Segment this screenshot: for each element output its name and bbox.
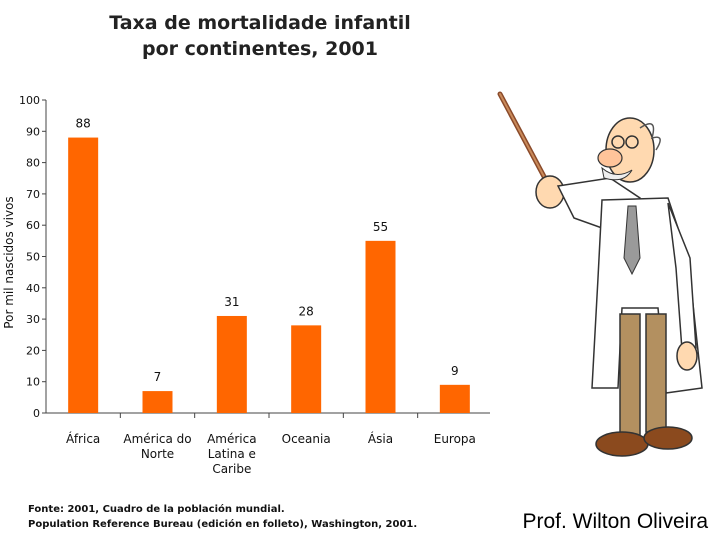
data-label: 88 [76,117,91,131]
y-tick-label: 70 [26,188,40,201]
y-tick-label: 20 [26,344,40,357]
y-tick-label: 90 [26,125,40,138]
source-line2: Population Reference Bureau (edición en … [28,519,418,530]
category-label: Latina e [208,447,256,461]
shoe-right [643,426,693,450]
hand [535,175,565,209]
bar [365,240,396,413]
y-tick-label: 80 [26,157,40,170]
y-axis-label: Por mil nascidos vivos [2,196,16,328]
category-label: Europa [434,432,476,446]
y-tick-label: 100 [19,94,40,107]
bar [439,384,470,413]
category-label: América [207,432,257,446]
data-label: 7 [154,370,162,384]
y-tick-label: 10 [26,376,40,389]
bar [142,391,173,413]
data-label: 9 [451,364,459,378]
bar [216,315,247,413]
chart-title-line2: por continentes, 2001 [141,38,378,60]
data-label: 28 [299,304,314,318]
bar-chart: 0 10 20 30 40 50 60 70 80 90 100 Por mil nascidos v… [2,94,490,476]
chart-title: Taxa de mortalidade infantil por contine… [80,10,440,62]
chart-title-line1: Taxa de mortalidade infantil [109,12,411,34]
category-label: Ásia [368,431,393,446]
data-label: 31 [224,295,239,309]
category-label: África [66,431,100,446]
y-tick-label: 60 [26,219,40,232]
bar [68,137,99,413]
data-label: 55 [373,220,388,234]
y-tick-label: 50 [26,251,40,264]
shoe-left [595,431,649,457]
professor-with-pointer-icon [497,91,703,457]
source-line1: Fonte: 2001, Cuadro de la población mund… [28,504,285,515]
author-name: Prof. Wilton Oliveira [522,510,708,533]
category-label: Caribe [212,462,251,476]
y-tick-label: 40 [26,282,40,295]
y-tick-label: 30 [26,313,40,326]
category-label: Oceania [282,432,331,446]
category-label: América do [123,432,191,446]
y-tick-label: 0 [33,407,40,420]
source-note: Fonte: 2001, Cuadro de la población mund… [28,502,417,532]
bar [291,325,322,413]
category-label: Norte [141,447,174,461]
